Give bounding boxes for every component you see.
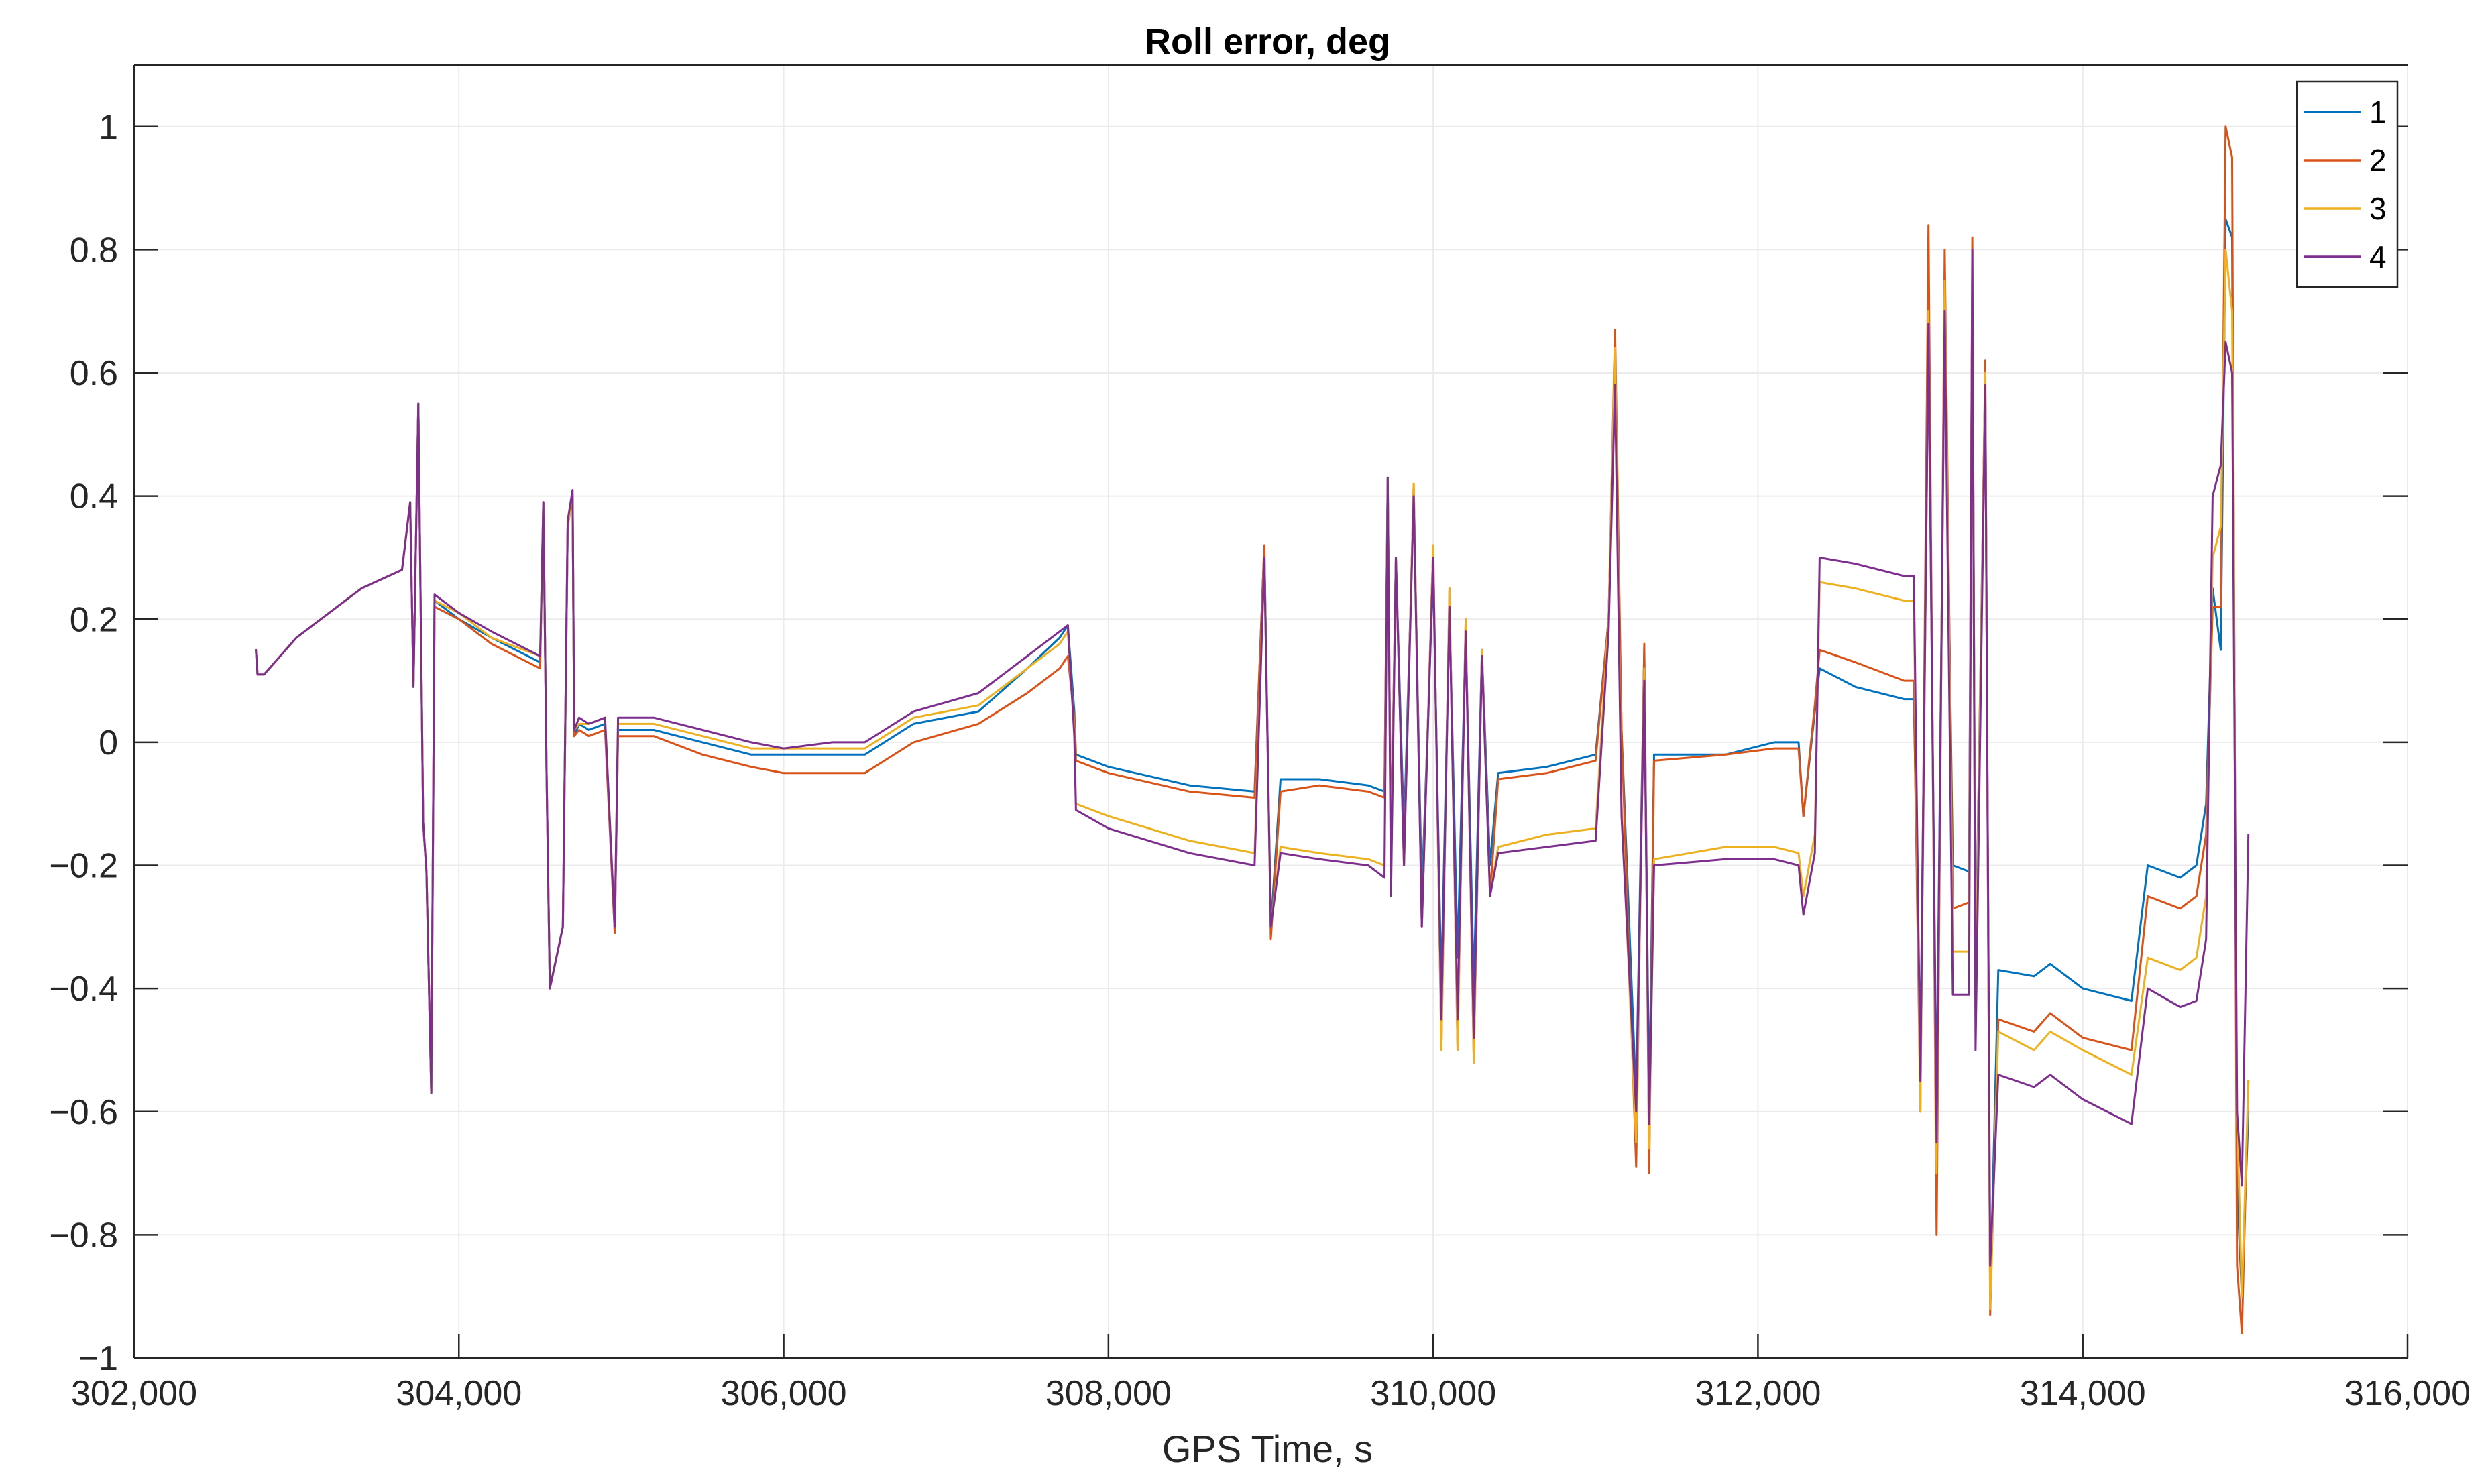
x-tick-label: 314,000 <box>2020 1374 2146 1413</box>
x-tick-label: 312,000 <box>1695 1374 1821 1413</box>
y-tick-label: 0.4 <box>70 477 118 516</box>
tick-label-layer: −1 −0.8 −0.6 −0.4 −0.2 0 0.2 0.4 0.6 0.8 1 302,000 3… <box>49 108 2471 1413</box>
y-tick-label: −1 <box>78 1339 118 1378</box>
legend-label-2: 2 <box>2369 143 2387 178</box>
grid-layer <box>133 65 2408 1359</box>
y-tick-label: −0.6 <box>49 1093 118 1132</box>
series-layer <box>255 125 2250 1334</box>
x-axis-title: GPS Time, s <box>1162 1428 1373 1470</box>
x-tick-label: 310,000 <box>1370 1374 1496 1413</box>
chart-title: Roll error, deg <box>1145 21 1390 62</box>
legend-box <box>2296 80 2399 288</box>
y-tick-label: −0.2 <box>49 847 118 886</box>
y-tick-label: 0.6 <box>70 354 118 393</box>
x-tick-label: 306,000 <box>721 1374 847 1413</box>
x-tick-label: 316,000 <box>2344 1374 2471 1413</box>
legend-label-4: 4 <box>2369 239 2387 274</box>
y-tick-label: 0 <box>99 724 118 762</box>
legend-label-3: 3 <box>2369 191 2387 226</box>
legend-label-1: 1 <box>2369 95 2387 129</box>
legend[interactable]: 1 2 3 4 <box>2296 80 2399 288</box>
series-line-4 <box>255 248 2250 1267</box>
x-tick-label: 302,000 <box>71 1374 197 1413</box>
x-tick-label: 304,000 <box>396 1374 522 1413</box>
y-tick-label: 0.2 <box>70 600 118 639</box>
y-tick-label: 0.8 <box>70 231 118 270</box>
axes-layer <box>133 64 2409 1359</box>
y-tick-label: 1 <box>99 108 118 147</box>
x-tick-label: 308,000 <box>1045 1374 1172 1413</box>
y-tick-label: −0.8 <box>49 1216 118 1255</box>
y-tick-label: −0.4 <box>49 970 118 1009</box>
